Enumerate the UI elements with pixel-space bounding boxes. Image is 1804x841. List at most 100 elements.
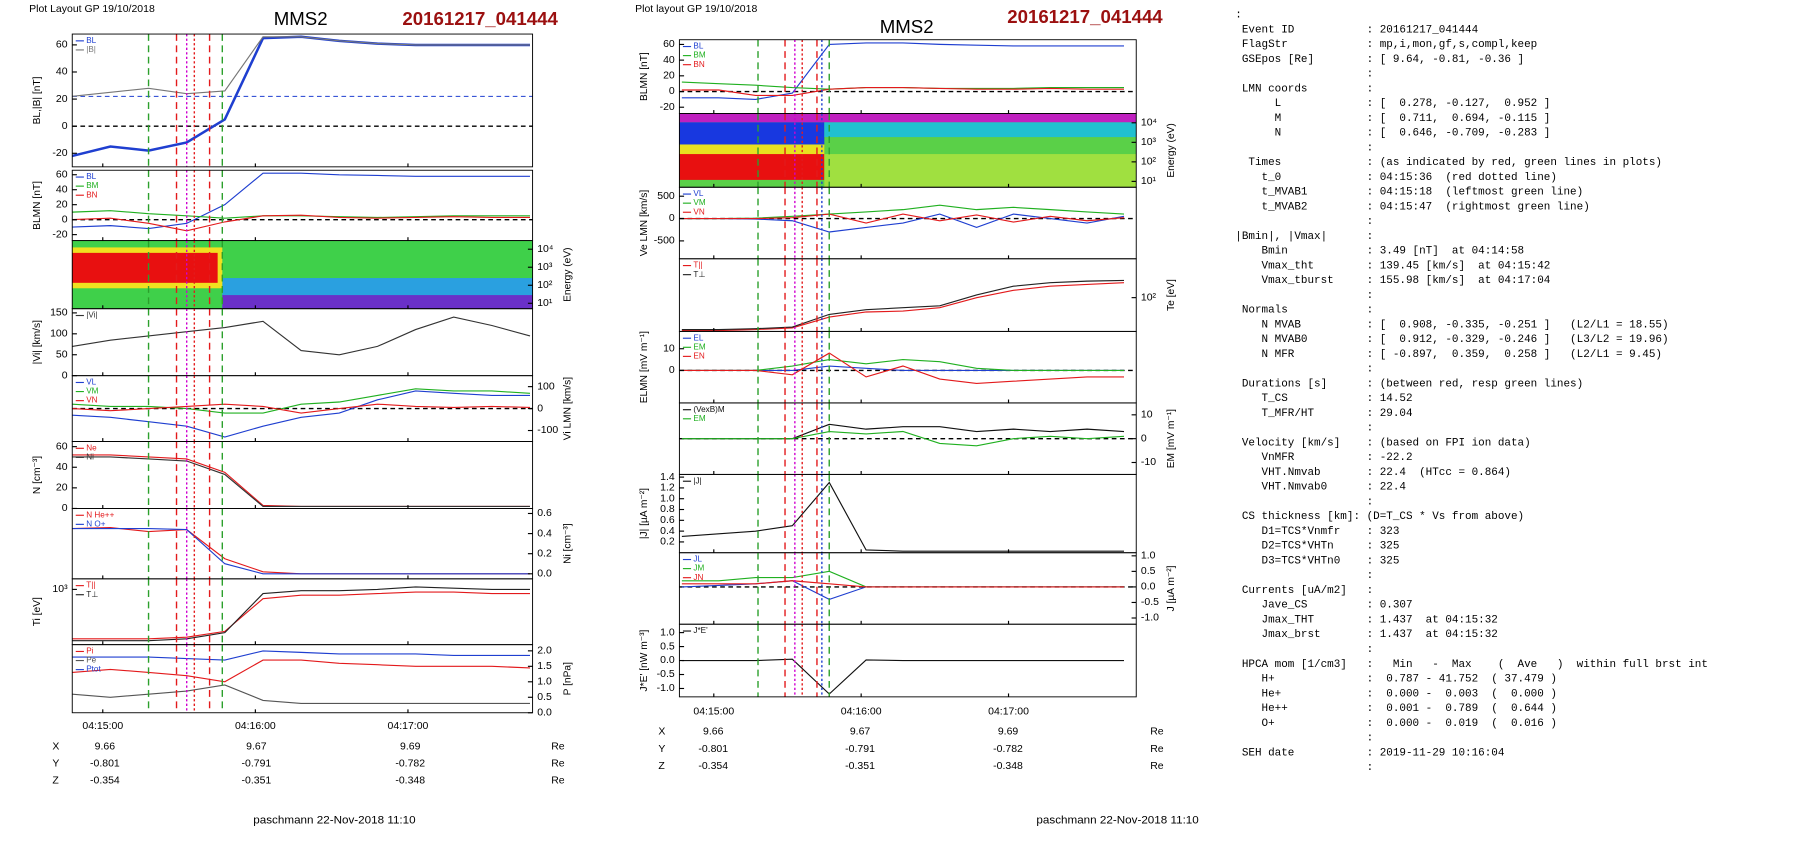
info-line: :	[1235, 364, 1373, 376]
legend-label: JL	[693, 555, 702, 564]
y-tick-label: 0	[669, 365, 675, 376]
y-axis-label: J [µA m⁻²]	[1166, 565, 1177, 611]
y-axis-label: BLMN [nT]	[32, 181, 43, 230]
info-line: Times : (as indicated by red, green line…	[1235, 157, 1662, 169]
info-line: N : [ 0.646, -0.709, -0.283 ]	[1235, 128, 1550, 140]
y-tick-label: 10¹	[537, 298, 553, 309]
series-line	[681, 42, 1125, 100]
info-line: L : [ 0.278, -0.127, 0.952 ]	[1235, 98, 1550, 110]
info-line: N MVAB : [ 0.908, -0.335, -0.251 ] (L2/L…	[1235, 320, 1668, 332]
panel	[72, 508, 531, 579]
info-line: D2=TCS*VHTn : 325	[1235, 541, 1399, 553]
info-line: :	[1235, 733, 1373, 745]
y-tick-label: 10²	[1141, 292, 1157, 303]
y-tick-label: 1.2	[660, 483, 675, 494]
ephemeris-cell: 9.69	[400, 742, 421, 753]
legend-label: (VexB)M	[693, 405, 725, 414]
info-line: Normals :	[1235, 305, 1373, 317]
y-axis-label: |J| [µA m⁻²]	[639, 488, 650, 539]
y-tick-label: 10⁴	[1141, 118, 1157, 129]
y-tick-label: 10⁴	[537, 244, 553, 255]
info-line: D1=TCS*Vnmfr : 323	[1235, 526, 1399, 538]
ephemeris-cell: -0.354	[90, 776, 120, 787]
info-line: :	[1235, 423, 1373, 435]
info-line: LMN coords :	[1235, 83, 1373, 95]
info-line: :	[1235, 644, 1373, 656]
ephemeris-cell: -0.801	[698, 744, 728, 755]
y-tick-label: -1.0	[657, 683, 675, 694]
y-tick-label: 0.5	[1141, 566, 1156, 577]
info-line: M : [ 0.711, 0.694, -0.115 ]	[1235, 113, 1550, 125]
info-line: Vmax_tht : 139.45 [km/s] at 04:15:42	[1235, 261, 1550, 273]
panel	[681, 624, 1125, 697]
legend-label: BM	[693, 51, 706, 60]
ephemeris-cell: -0.801	[90, 759, 120, 770]
series-line	[681, 580, 1125, 588]
info-line: T_MFR/HT : 29.04	[1235, 408, 1412, 420]
y-tick-label: -10	[1141, 457, 1156, 468]
y-tick-label: 0.4	[537, 528, 552, 539]
legend-label: |Vi|	[86, 311, 97, 320]
series-line	[681, 87, 1125, 97]
ephemeris-cell: -0.791	[242, 759, 272, 770]
info-line: :	[1235, 497, 1373, 509]
info-line: VHT.Nmvab0 : 22.4	[1235, 482, 1406, 494]
y-tick-label: -0.5	[657, 669, 675, 680]
info-line: Event ID : 20161217_041444	[1235, 24, 1478, 36]
ephemeris-cell: Y	[658, 744, 665, 755]
info-line: |Bmin|, |Vmax| :	[1235, 231, 1373, 243]
y-tick-label: 20	[56, 94, 68, 105]
y-tick-label: 100	[50, 329, 68, 340]
y-tick-label: 1.0	[660, 494, 675, 505]
info-line: GSEpos [Re] : [ 9.64, -0.81, -0.36 ]	[1235, 54, 1524, 66]
ephemeris-cell: Re	[551, 742, 565, 753]
info-line: t_MVAB2 : 04:15:47 (rightmost green line…	[1235, 201, 1589, 213]
panel	[679, 113, 1137, 188]
ephemeris-cell: X	[52, 742, 59, 753]
info-line: Durations [s] : (between red, resp green…	[1235, 379, 1583, 391]
y-tick-label: 60	[56, 170, 68, 181]
legend-label: |B|	[86, 45, 96, 54]
ephemeris-cell: 9.69	[998, 727, 1019, 738]
y-tick-label: 0	[1141, 433, 1147, 444]
y-tick-label: 100	[537, 381, 555, 392]
y-axis-label: Energy (eV)	[1166, 123, 1177, 177]
y-tick-label: 10³	[537, 262, 553, 273]
y-axis-label: J*E' [nW m⁻³]	[639, 630, 650, 692]
spectrogram-cell	[679, 113, 1137, 123]
y-tick-label: 10¹	[1141, 176, 1157, 187]
legend-label: EN	[693, 352, 705, 361]
y-tick-label: 150	[50, 308, 68, 319]
y-tick-label: 500	[657, 191, 675, 202]
ephemeris-cell: Re	[551, 759, 565, 770]
legend-label: Pi	[86, 647, 93, 656]
y-axis-label: Vi LMN [km/s]	[562, 377, 573, 440]
legend-label: JM	[693, 564, 704, 573]
series-line	[72, 388, 531, 414]
y-tick-label: -100	[537, 425, 558, 436]
y-tick-label: 50	[56, 350, 68, 361]
y-tick-label: 60	[663, 39, 675, 50]
event-id: 20161217_041444	[402, 8, 558, 29]
legend-label: T⊥	[693, 270, 705, 279]
x-tick-label: 04:17:00	[388, 721, 429, 732]
series-line	[681, 352, 1125, 384]
legend-label: VM	[86, 387, 99, 396]
ephemeris-cell: Re	[551, 776, 565, 787]
y-axis-label: N [cm⁻³]	[32, 456, 43, 494]
y-tick-label: 0.8	[660, 504, 675, 515]
y-tick-label: 0.5	[537, 692, 552, 703]
legend-label: Pe	[86, 656, 97, 665]
series-line	[681, 481, 1125, 552]
ephemeris-cell: 9.66	[703, 727, 724, 738]
y-tick-label: 1.4	[660, 472, 675, 483]
y-tick-label: -1.0	[1141, 613, 1159, 624]
panel	[72, 170, 533, 241]
legend-label: VM	[693, 198, 706, 207]
panel-frame	[71, 33, 534, 168]
y-tick-label: 0	[537, 403, 543, 414]
y-tick-label: 20	[56, 199, 68, 210]
y-tick-label: 1.0	[537, 677, 552, 688]
